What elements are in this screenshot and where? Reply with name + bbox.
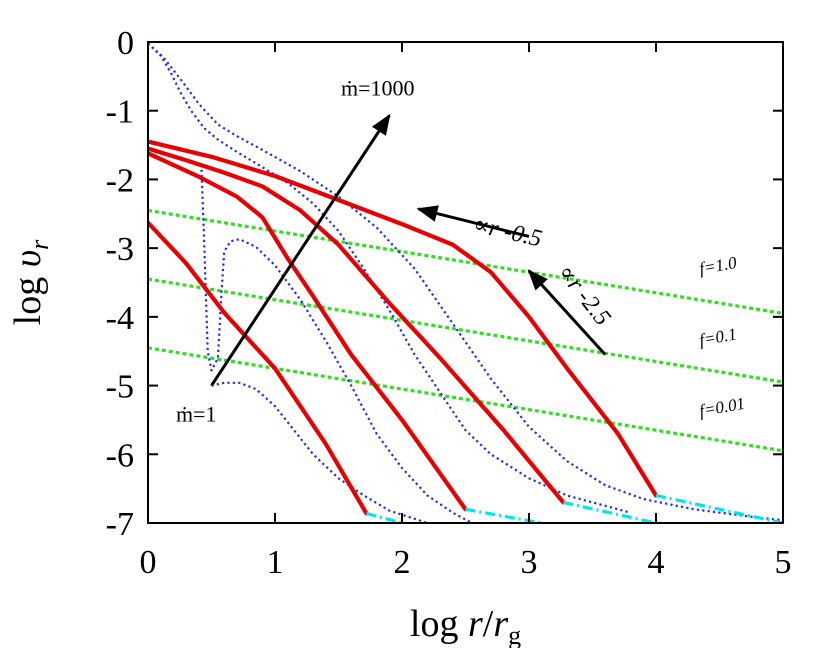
plot-frame: [147, 41, 784, 524]
annotation-arrow-0: [210, 113, 391, 387]
annotation-label-0: ṁ=1000: [341, 76, 415, 101]
x-axis-title: log r/rg: [410, 603, 521, 648]
series-line-cyan-dashdot-13: [562, 500, 657, 523]
x-tick-label-4: 4: [648, 544, 665, 581]
series-line-red-solid-3: [148, 139, 659, 498]
series-line-cyan-dashdot-14: [655, 493, 783, 523]
y-tick-label-7: -7: [106, 506, 134, 543]
y-tick-label-3: -3: [106, 231, 134, 268]
series-line-blue-dotted-5: [148, 42, 631, 514]
series-line-cyan-dashdot-11: [365, 511, 403, 523]
series-line-green-dashed-9: [148, 277, 783, 384]
tick-labels: 0 1 2 3 4 5 0 -1 -2 -3 -4 -5 -6 -7: [106, 25, 792, 581]
x-tick-label-1: 1: [267, 544, 284, 581]
y-tick-label-6: -6: [106, 437, 134, 474]
x-tick-label-3: 3: [521, 544, 538, 581]
annotation-arrow-1: [416, 205, 530, 238]
series-line-blue-dotted-4: [148, 42, 783, 522]
y-tick-label-4: -4: [106, 300, 134, 337]
series-line-green-dashed-10: [148, 346, 783, 453]
y-tick-label-2: -2: [106, 162, 134, 199]
y-tick-label-0: 0: [117, 25, 134, 62]
series-line-red-solid-2: [148, 146, 566, 505]
series-line-blue-dotted-7: [211, 381, 428, 523]
series-line-green-dashed-8: [148, 208, 783, 315]
y-tick-label-1: -1: [106, 94, 134, 131]
annotation-label-1: ṁ=1: [176, 401, 217, 426]
plot-area: [148, 42, 783, 523]
series-line-red-solid-1: [148, 151, 468, 512]
series-line-red-solid-0: [148, 220, 369, 516]
y-tick-label-5: -5: [106, 369, 134, 406]
x-tick-label-0: 0: [140, 544, 157, 581]
x-tick-label-2: 2: [394, 544, 411, 581]
x-tick-label-5: 5: [775, 544, 792, 581]
y-axis-title: log υr: [7, 239, 54, 326]
annotation-arrow-2: [527, 269, 607, 356]
series-line-blue-dotted-6: [200, 164, 473, 523]
